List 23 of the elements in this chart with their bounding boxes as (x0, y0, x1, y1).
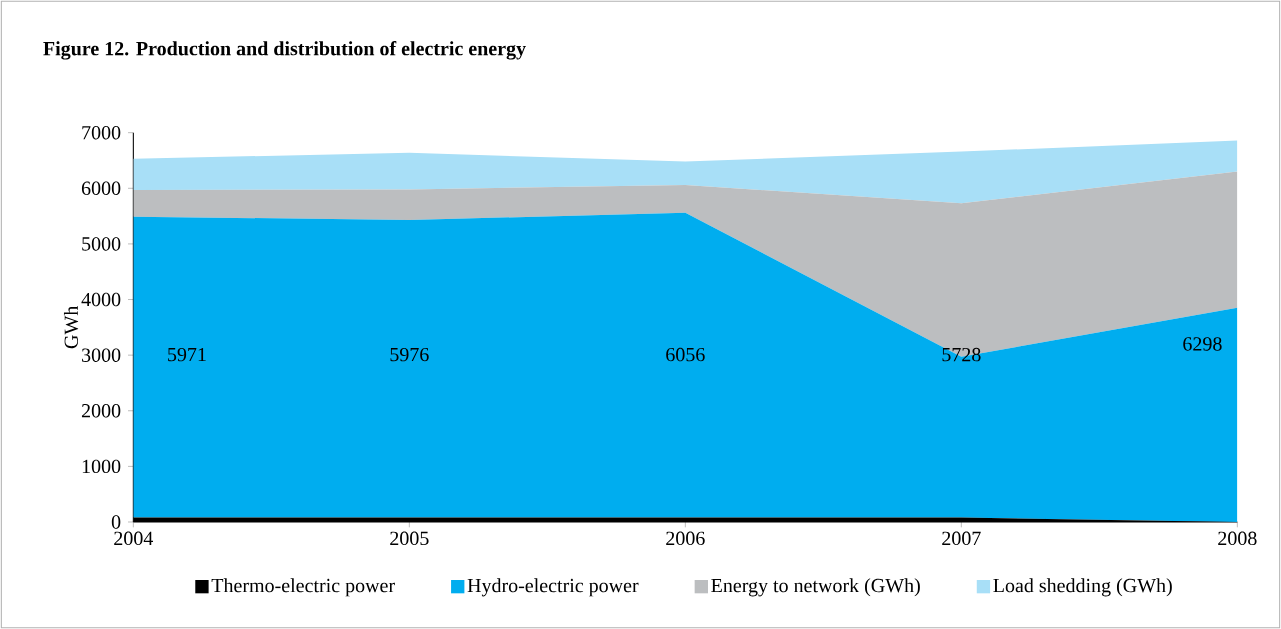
y-tick-label: 4000 (81, 292, 121, 307)
y-axis-title: GWh (63, 305, 79, 349)
y-tick-label: 1000 (82, 459, 121, 474)
y-tick-label: 0 (111, 515, 121, 529)
x-tick-label: 2007 (942, 531, 981, 546)
chart-title: Figure 12. Production and distribution of electric energy (43, 41, 526, 60)
annotation: 6298 (1183, 337, 1222, 351)
annotation: 5976 (390, 347, 429, 362)
x-tick-label: 2006 (666, 531, 705, 546)
y-tick-label: 3000 (82, 348, 121, 362)
y-tick-label: 5000 (82, 237, 121, 251)
legend-label: Energy to network (GWh) (711, 578, 920, 597)
y-tick-label: 2000 (81, 404, 121, 418)
legend-label: Thermo-electric power (211, 578, 395, 597)
x-tick-label: 2008 (1218, 531, 1257, 546)
annotation: 6056 (666, 347, 705, 362)
y-tick-label: 6000 (81, 181, 121, 196)
legend-label: Load shedding (GWh) (993, 578, 1172, 597)
annotation: 5971 (168, 347, 206, 362)
x-tick-label: 2004 (114, 531, 154, 546)
y-tick-label: 7000 (82, 125, 121, 140)
x-tick-label: 2005 (390, 531, 429, 546)
legend-label: Hydro-electric power (467, 578, 639, 597)
